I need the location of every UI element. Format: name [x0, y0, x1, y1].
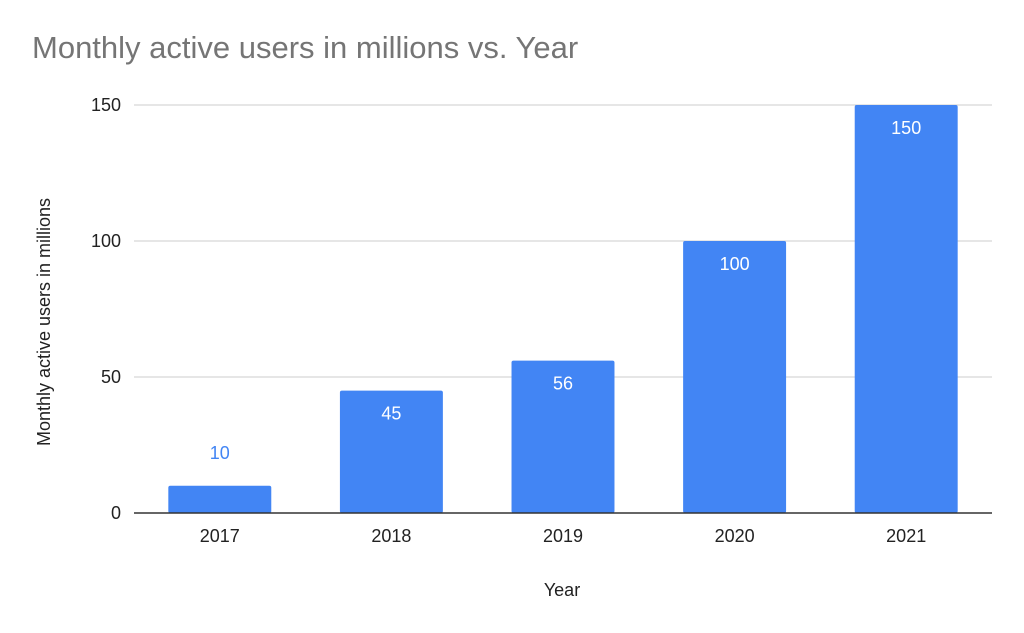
y-tick-label: 100 — [91, 231, 121, 251]
bars — [168, 105, 958, 513]
y-tick-label: 50 — [101, 367, 121, 387]
bar-2017 — [168, 485, 272, 513]
y-axis-title: Monthly active users in millions — [34, 198, 54, 446]
y-tick-labels: 0 50 100 150 — [91, 95, 121, 523]
data-label: 56 — [553, 374, 573, 394]
data-label: 100 — [720, 254, 750, 274]
bar-2018 — [339, 390, 443, 513]
x-axis-title: Year — [544, 580, 580, 600]
bar-2019 — [511, 360, 615, 513]
y-tick-label: 150 — [91, 95, 121, 115]
x-tick-label: 2021 — [886, 526, 926, 546]
x-tick-label: 2020 — [715, 526, 755, 546]
x-tick-label: 2018 — [371, 526, 411, 546]
data-label: 150 — [891, 118, 921, 138]
y-tick-label: 0 — [111, 503, 121, 523]
bar-2020 — [683, 241, 787, 513]
x-tick-label: 2017 — [200, 526, 240, 546]
x-tick-labels: 2017 2018 2019 2020 2021 — [200, 526, 926, 546]
data-label: 45 — [381, 404, 401, 424]
data-label: 10 — [210, 443, 230, 463]
data-labels: 10 45 56 100 150 — [210, 118, 921, 463]
chart-title: Monthly active users in millions vs. Yea… — [32, 30, 579, 65]
bar-2021 — [854, 105, 958, 513]
x-tick-label: 2019 — [543, 526, 583, 546]
